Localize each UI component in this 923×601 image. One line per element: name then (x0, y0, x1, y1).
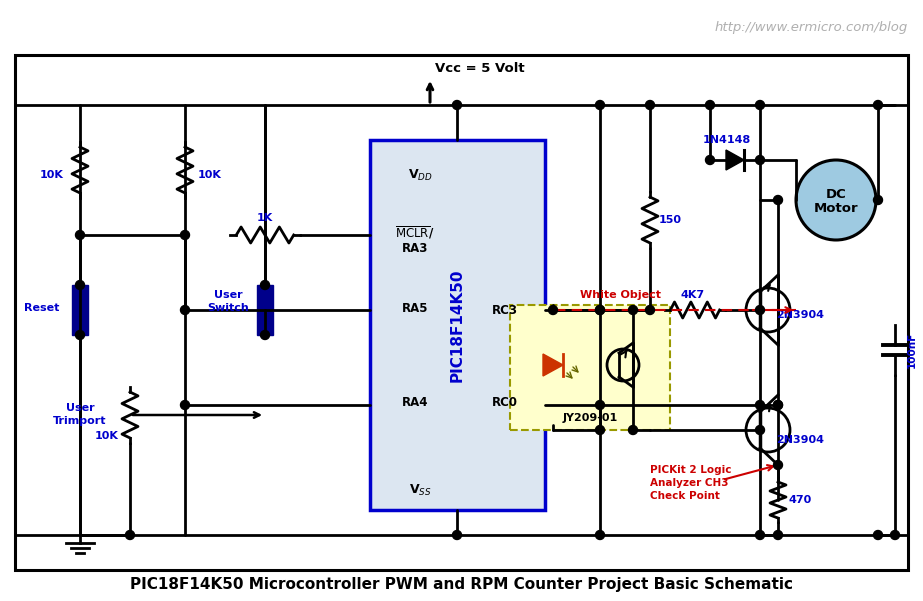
Circle shape (126, 531, 135, 540)
Text: 10K: 10K (95, 431, 119, 441)
Circle shape (773, 195, 783, 204)
Text: 2N3904: 2N3904 (776, 310, 824, 320)
Circle shape (756, 156, 764, 165)
Circle shape (76, 231, 85, 240)
Text: RA3: RA3 (402, 242, 428, 254)
Circle shape (796, 160, 876, 240)
Text: Switch: Switch (207, 303, 249, 313)
Polygon shape (543, 354, 563, 376)
Circle shape (756, 100, 764, 109)
Text: RC3: RC3 (492, 304, 518, 317)
Text: Vcc = 5 Volt: Vcc = 5 Volt (435, 61, 525, 75)
Circle shape (873, 100, 882, 109)
FancyBboxPatch shape (510, 305, 670, 430)
Circle shape (181, 400, 189, 409)
Text: White Object: White Object (580, 290, 661, 300)
Circle shape (629, 426, 638, 435)
Circle shape (645, 305, 654, 314)
Circle shape (645, 100, 654, 109)
Circle shape (181, 231, 189, 240)
Circle shape (705, 156, 714, 165)
Text: PIC18F14K50 Microcontroller PWM and RPM Counter Project Basic Schematic: PIC18F14K50 Microcontroller PWM and RPM … (129, 578, 793, 593)
Circle shape (595, 531, 605, 540)
Circle shape (595, 426, 605, 435)
Circle shape (595, 400, 605, 409)
Text: 2N3904: 2N3904 (776, 435, 824, 445)
Text: RA4: RA4 (402, 397, 428, 409)
Text: Reset: Reset (24, 303, 60, 313)
Circle shape (595, 100, 605, 109)
Text: Motor: Motor (814, 203, 858, 216)
Text: PICKit 2 Logic: PICKit 2 Logic (650, 465, 732, 475)
Text: PIC18F14K50: PIC18F14K50 (450, 268, 465, 382)
Text: 470: 470 (788, 495, 811, 505)
Text: V$_{SS}$: V$_{SS}$ (409, 483, 431, 498)
Circle shape (548, 305, 557, 314)
Bar (72, 285, 88, 335)
Circle shape (773, 400, 783, 409)
Text: 1K: 1K (257, 213, 273, 223)
Text: User: User (214, 290, 243, 300)
Circle shape (873, 531, 882, 540)
Circle shape (756, 426, 764, 435)
Text: JY209-01: JY209-01 (562, 413, 617, 423)
Circle shape (756, 400, 764, 409)
Text: 1N4148: 1N4148 (703, 135, 751, 145)
Text: V$_{DD}$: V$_{DD}$ (408, 168, 432, 183)
Text: 10K: 10K (198, 170, 222, 180)
Circle shape (181, 305, 189, 314)
Circle shape (595, 305, 605, 314)
Circle shape (260, 281, 270, 290)
Text: Check Point: Check Point (650, 491, 720, 501)
Circle shape (595, 305, 605, 314)
Bar (15, 55, 908, 570)
Text: Analyzer CH3: Analyzer CH3 (650, 478, 728, 488)
Circle shape (76, 281, 85, 290)
Circle shape (629, 305, 638, 314)
Text: RC0: RC0 (492, 397, 518, 409)
Circle shape (705, 100, 714, 109)
Text: http://www.ermicro.com/blog: http://www.ermicro.com/blog (715, 22, 908, 34)
Text: Trimport: Trimport (54, 416, 107, 426)
Text: 100nF: 100nF (907, 332, 917, 368)
Circle shape (873, 195, 882, 204)
Bar (257, 285, 273, 335)
Text: 10K: 10K (40, 170, 64, 180)
Circle shape (773, 531, 783, 540)
Circle shape (756, 531, 764, 540)
Circle shape (452, 100, 462, 109)
Text: User: User (66, 403, 94, 413)
Text: 4K7: 4K7 (681, 290, 705, 300)
Text: 150: 150 (658, 215, 681, 225)
Circle shape (891, 531, 900, 540)
Circle shape (260, 331, 270, 340)
Polygon shape (726, 150, 744, 170)
Text: DC: DC (826, 188, 846, 201)
Circle shape (76, 331, 85, 340)
Circle shape (773, 400, 783, 409)
Circle shape (773, 460, 783, 469)
Text: $\overline{\rm MCLR}$/: $\overline{\rm MCLR}$/ (395, 225, 435, 242)
Circle shape (452, 531, 462, 540)
Circle shape (756, 305, 764, 314)
FancyBboxPatch shape (370, 140, 545, 510)
Text: RA5: RA5 (402, 302, 428, 314)
